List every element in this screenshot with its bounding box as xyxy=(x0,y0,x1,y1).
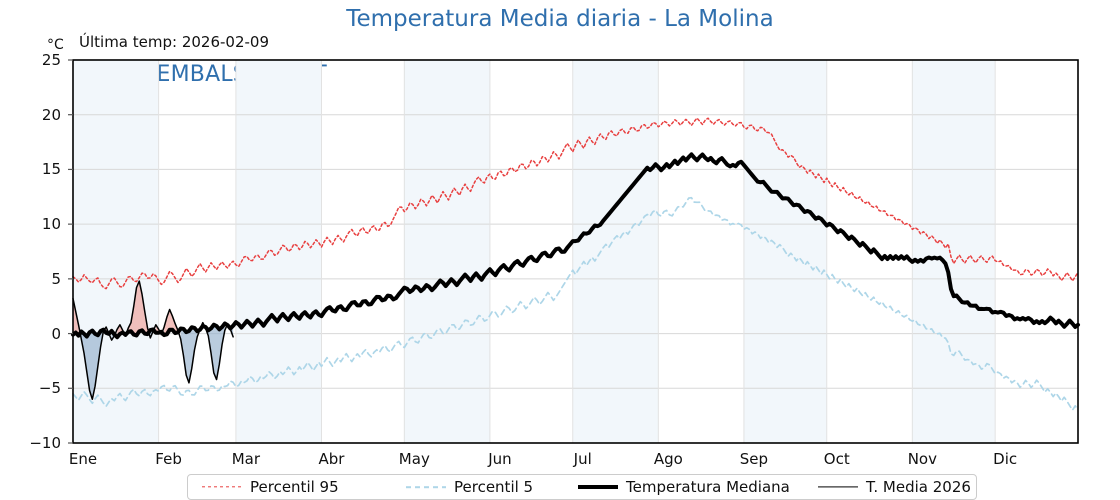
x-tick-label: Nov xyxy=(907,450,937,468)
anomaly-fill-below-median xyxy=(205,323,225,380)
x-tick-label: Dic xyxy=(993,450,1018,468)
legend-label: Percentil 5 xyxy=(454,478,534,496)
legend-swatch-icon xyxy=(818,481,858,493)
series-line xyxy=(72,117,1079,290)
month-band xyxy=(572,60,659,443)
y-tick-label: 20 xyxy=(41,105,61,124)
chart-legend: Percentil 95 Percentil 5 Temperatura Media… xyxy=(187,474,977,500)
month-band xyxy=(912,60,996,443)
x-tick-label: Sep xyxy=(739,450,769,468)
series-line xyxy=(72,196,1079,412)
anomaly-fill-above-median xyxy=(128,281,148,336)
x-tick-label: Abr xyxy=(318,450,345,468)
y-tick-label: 5 xyxy=(51,269,61,288)
legend-label: Temperatura Mediana xyxy=(626,478,790,496)
y-tick-label: −5 xyxy=(38,379,61,398)
legend-item[interactable]: Percentil 95 xyxy=(202,478,339,496)
legend-item[interactable]: Temperatura Mediana xyxy=(578,478,790,496)
legend-label: T. Media 2026 xyxy=(866,478,971,496)
x-tick-label: Jul xyxy=(573,450,592,468)
legend-swatch-icon xyxy=(202,481,242,493)
y-tick-label: 15 xyxy=(41,160,61,179)
y-axis-ticks: 25 20 15 10 5 0 −5 −10 xyxy=(0,0,68,500)
y-tick-label: −10 xyxy=(29,434,61,452)
x-tick-label: Ago xyxy=(653,450,683,468)
last-temp-label: Última temp: 2026-02-09 xyxy=(79,33,270,51)
x-tick-label: Jun xyxy=(488,450,512,468)
legend-swatch-icon xyxy=(578,481,618,493)
series-line xyxy=(71,152,1080,340)
x-tick-label: Feb xyxy=(155,450,182,468)
plot-frame xyxy=(72,59,1079,444)
y-axis-unit-label: °C xyxy=(47,37,64,53)
x-tick-label: May xyxy=(398,450,430,468)
legend-swatch-icon xyxy=(406,481,446,493)
month-band xyxy=(73,60,159,443)
x-tick-label: Mar xyxy=(231,450,261,468)
month-band xyxy=(404,60,490,443)
anomaly-fill-below-median xyxy=(180,327,198,383)
y-tick-label: 10 xyxy=(41,215,61,234)
legend-label: Percentil 95 xyxy=(250,478,339,496)
y-tick-label: 0 xyxy=(51,324,61,343)
page-title: Temperatura Media diaria - La Molina xyxy=(346,6,774,32)
x-tick-label: Ene xyxy=(68,450,98,468)
x-tick-label: Oct xyxy=(823,450,850,468)
y-tick-label: 25 xyxy=(41,51,61,69)
legend-item[interactable]: T. Media 2026 xyxy=(818,478,971,496)
legend-item[interactable]: Percentil 5 xyxy=(406,478,533,496)
anomaly-fill-below-median xyxy=(81,329,104,400)
series-line xyxy=(72,280,234,400)
